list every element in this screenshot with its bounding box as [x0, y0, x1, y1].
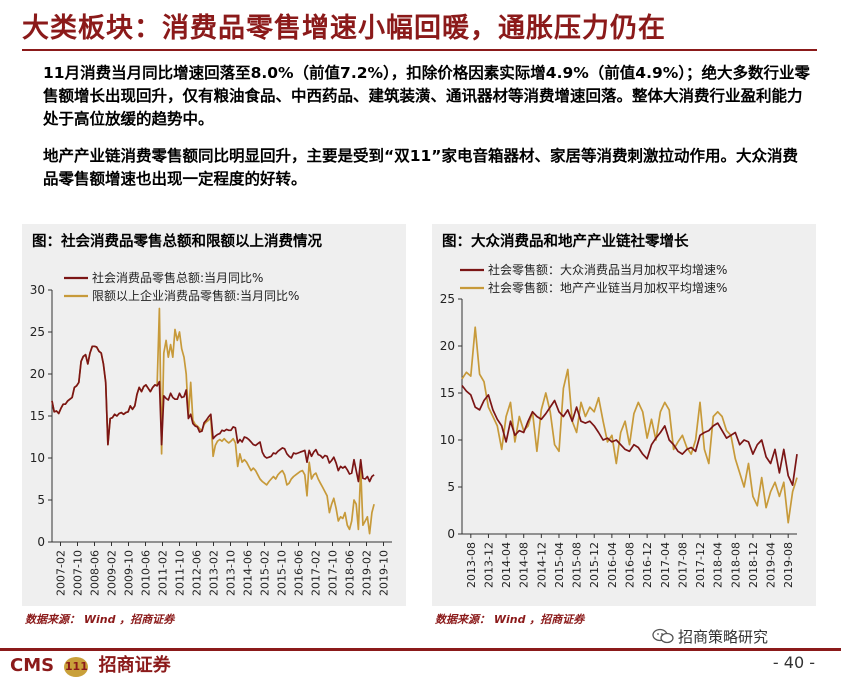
y-tick-label: 20: [30, 367, 45, 381]
x-tick-label: 2018-12: [747, 542, 760, 588]
x-tick-label: 2018-04: [712, 542, 725, 588]
y-tick-label: 5: [447, 480, 455, 494]
x-tick-label: 2007-02: [55, 550, 68, 596]
x-tick-label: 2011-02: [157, 550, 170, 596]
x-tick-label: 2011-10: [174, 550, 187, 596]
x-tick-label: 2016-04: [606, 542, 619, 588]
x-tick-label: 2008-06: [89, 550, 102, 596]
x-tick-label: 2017-02: [310, 550, 323, 596]
y-tick-label: 0: [37, 535, 45, 549]
y-tick-label: 25: [440, 292, 455, 306]
y-tick-label: 25: [30, 325, 45, 339]
x-tick-label: 2018-08: [729, 542, 742, 588]
y-tick-label: 10: [30, 451, 45, 465]
x-tick-label: 2016-08: [624, 542, 637, 588]
x-tick-label: 2014-04: [500, 542, 513, 588]
wechat-icon: [652, 628, 674, 644]
legend-label: 社会零售额：大众消费品当月加权平均增速%: [488, 262, 727, 277]
series-line-1: [51, 345, 375, 483]
chart-panel-retail-sales: 图：社会消费品零售总额和限额以上消费情况 30 25 20 15 10 5 0 2007-02…: [22, 224, 406, 606]
x-tick-label: 2017-12: [694, 542, 707, 588]
logo-cms-text: CMS: [10, 655, 55, 676]
footer-divider: [0, 648, 841, 651]
series-line-2: [51, 307, 375, 535]
chart-retail-sales: 30 25 20 15 10 5 0 2007-02 2007-10 2008-06 2009-02…: [30, 270, 392, 596]
y-tick-label: 10: [440, 433, 455, 447]
x-tick-label: 2015-04: [553, 542, 566, 588]
x-tick-label: 2017-08: [676, 542, 689, 588]
x-tick-label: 2013-10: [225, 550, 238, 596]
x-tick-label: 2019-10: [378, 550, 391, 596]
x-tick-label: 2009-10: [123, 550, 136, 596]
y-tick-label: 20: [440, 339, 455, 353]
y-tick-label: 30: [30, 283, 45, 297]
y-tick-label: 5: [37, 493, 45, 507]
logo-company-name: 招商证券: [98, 655, 171, 676]
brand-logo: CMS 111 招商证券: [10, 651, 171, 677]
chart-title: 图：社会消费品零售总额和限额以上消费情况: [32, 234, 322, 250]
data-source-label: 数据来源： Wind ，招商证券: [435, 613, 585, 626]
x-tick-label: 2013-12: [482, 542, 495, 588]
x-tick-label: 2016-06: [293, 550, 306, 596]
page-number: - 40 -: [772, 653, 815, 672]
x-tick-label: 2009-02: [106, 550, 119, 596]
data-source-label: 数据来源： Wind ，招商证券: [25, 613, 175, 626]
page-title: 大类板块：消费品零售增速小幅回暖，通胀压力仍在: [22, 13, 666, 44]
series-line-1: [461, 384, 798, 486]
chart-title: 图：大众消费品和地产产业链社零增长: [442, 234, 689, 250]
legend-label: 社会消费品零售总额:当月同比%: [92, 270, 263, 285]
x-tick-label: 2018-06: [344, 550, 357, 596]
chart-consumer-property: 25 20 15 10 5 0 2013-08 2013-12 2014-04 2014-08 20…: [440, 262, 798, 588]
chart-panel-consumer-property: 图：大众消费品和地产产业链社零增长 25 20 15 10 5 0 2013-08 2013-…: [432, 224, 816, 606]
x-tick-label: 2007-10: [72, 550, 85, 596]
x-tick-label: 2012-06: [191, 550, 204, 596]
y-tick-label: 15: [30, 409, 45, 423]
x-tick-label: 2019-08: [782, 542, 795, 588]
x-tick-label: 2015-10: [276, 550, 289, 596]
x-tick-label: 2016-12: [641, 542, 654, 588]
x-tick-label: 2019-02: [361, 550, 374, 596]
series-line-2: [461, 326, 798, 524]
title-divider: [22, 49, 817, 51]
summary-paragraph-2: 地产产业链消费零售额同比明显回升，主要是受到“双11”家电音箱器材、家居等消费刺…: [43, 147, 798, 188]
x-tick-label: 2017-10: [327, 550, 340, 596]
wechat-name: 招商策略研究: [678, 628, 769, 646]
x-tick-label: 2013-08: [465, 542, 478, 588]
y-tick-label: 15: [440, 386, 455, 400]
x-tick-label: 2014-06: [242, 550, 255, 596]
x-tick-label: 2014-08: [518, 542, 531, 588]
x-tick-label: 2014-12: [535, 542, 548, 588]
x-tick-label: 2013-02: [208, 550, 221, 596]
logo-mark-icon: 111: [64, 657, 89, 677]
y-tick-label: 0: [447, 527, 455, 541]
x-tick-label: 2015-02: [259, 550, 272, 596]
x-tick-label: 2015-12: [588, 542, 601, 588]
x-tick-label: 2010-06: [140, 550, 153, 596]
x-tick-label: 2015-08: [571, 542, 584, 588]
wechat-account: 招商策略研究: [652, 626, 768, 647]
legend-label: 社会零售额：地产产业链当月加权平均增速%: [488, 280, 727, 295]
x-tick-label: 2019-04: [765, 542, 778, 588]
summary-paragraph-1: 11月消费当月同比增速回落至8.0%（前值7.2%），扣除价格因素实际增4.9%…: [43, 64, 811, 128]
x-tick-label: 2017-04: [659, 542, 672, 588]
legend-label: 限额以上企业消费品零售额:当月同比%: [92, 288, 299, 303]
